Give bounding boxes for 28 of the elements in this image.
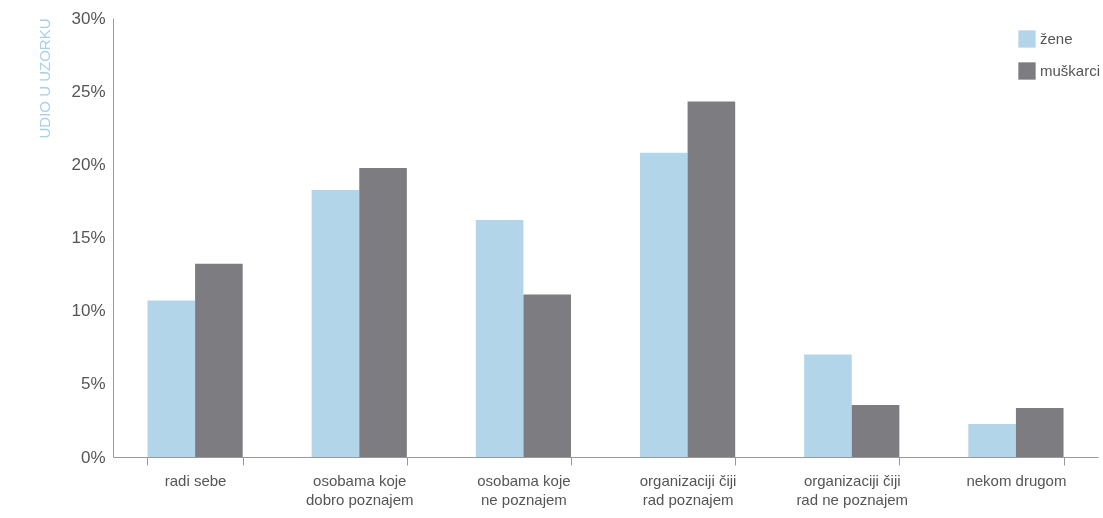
- x-tick-label: nekom drugom: [966, 471, 1067, 489]
- x-tick-label: radi sebe: [164, 471, 227, 489]
- y-tick-label: 15%: [71, 228, 106, 247]
- y-axis-title: UDIO U UZORKU: [36, 18, 54, 139]
- x-tick-label: organizaciji čiji rad ne poznajem: [796, 471, 909, 508]
- bar: [1015, 407, 1064, 457]
- bar: [804, 354, 852, 457]
- bar: [359, 167, 407, 457]
- bar: [968, 424, 1016, 457]
- y-tick-label: 10%: [71, 301, 106, 321]
- y-tick-label: 30%: [71, 8, 106, 28]
- y-tick-label: 25%: [71, 81, 106, 101]
- x-tick-label: organizaciji čiji rad poznajem: [639, 471, 737, 508]
- bar: [523, 294, 572, 457]
- legend-label: žene: [1040, 30, 1073, 47]
- bar: [195, 263, 243, 457]
- bar: [851, 405, 900, 457]
- y-tick-label: 0%: [80, 447, 106, 467]
- bar: [311, 189, 360, 457]
- bar: [687, 101, 736, 457]
- x-tick-label: osobama koje dobro poznajem: [305, 471, 414, 508]
- bar: [147, 300, 196, 457]
- bar: [475, 219, 524, 457]
- y-tick-label: 20%: [71, 154, 106, 174]
- x-tick-label: osobama koje ne poznajem: [477, 471, 571, 508]
- bar: [639, 152, 688, 457]
- legend-label: muškarci: [1040, 62, 1101, 79]
- y-tick-label: 5%: [80, 374, 106, 394]
